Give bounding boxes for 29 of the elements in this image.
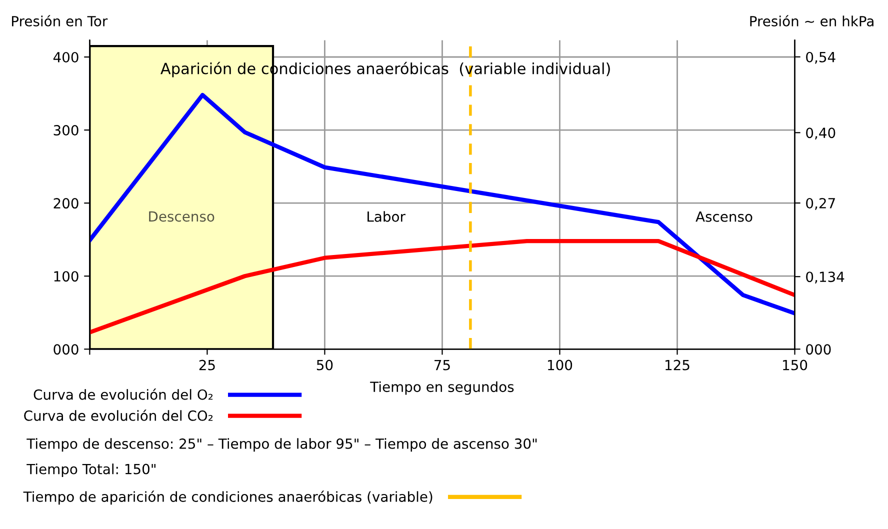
x-tick-label: 100	[548, 360, 572, 370]
line-series	[90, 92, 795, 316]
x-tick-label: 125	[666, 360, 690, 370]
y2-tick-label: 000	[806, 344, 831, 355]
legend-label: Curva de evolución del CO₂	[24, 410, 213, 421]
band-label: Descenso	[149, 211, 214, 222]
y-tick-label: 400	[53, 52, 78, 62]
y-axis-title: Presión en Tor	[12, 15, 108, 26]
y-tick-label: 000	[54, 344, 78, 355]
text: Tiempo de descenso: 25" – Tiempo de labor 95" – Tiempo de ascenso 30"	[26, 438, 537, 452]
y-tick-label: 200	[54, 198, 78, 209]
y2-tick-label: 0,54	[806, 52, 836, 64]
legend-label: Curva de evolución del O₂	[34, 388, 213, 400]
y-tick-label: 300	[54, 125, 78, 136]
x-tick-label: 25	[199, 360, 215, 370]
y-tick-label: 100	[54, 271, 78, 282]
x-tick-label: 50	[316, 360, 333, 370]
legend-label: Tiempo de aparición de condiciones anaeróbicas (variable)	[23, 490, 432, 505]
x-axis-title: Tiempo en segundos	[370, 381, 514, 395]
x-tick-label: 150	[783, 360, 808, 370]
annotation: Ascenso	[696, 212, 752, 222]
annotation: Labor	[368, 211, 406, 222]
text: Tiempo Total: 150"	[26, 464, 156, 477]
y2-tick-label: 0,27	[806, 198, 835, 210]
y2-axis-title: Presión ~ en hkPa	[750, 15, 874, 26]
y2-tick-label: 0,134	[806, 272, 844, 284]
y2-tick-label: 0,40	[806, 128, 836, 140]
x-tick-label: 75	[434, 360, 450, 370]
line-series	[90, 238, 795, 334]
